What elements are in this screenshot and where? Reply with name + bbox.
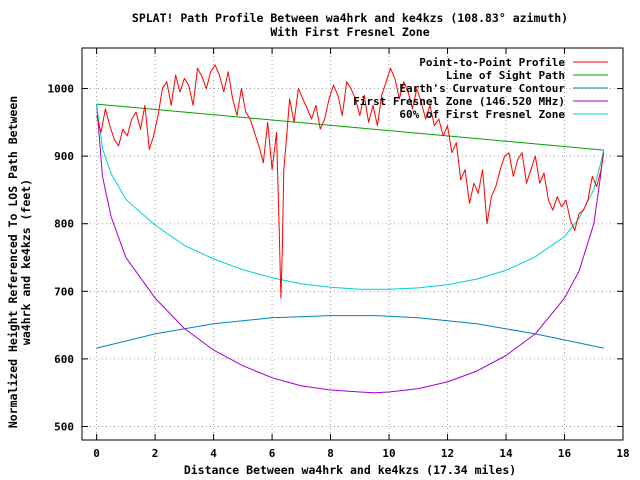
y-tick-label: 500: [54, 420, 74, 433]
legend-label-3: First Fresnel Zone (146.520 MHz): [353, 95, 565, 108]
series-line-3: [96, 104, 605, 394]
x-tick-label: 2: [152, 447, 159, 460]
chart-title: SPLAT! Path Profile Between wa4hrk and k…: [132, 11, 568, 25]
y-tick-label: 700: [54, 285, 74, 298]
series-line-1: [96, 103, 604, 151]
x-tick-label: 6: [269, 447, 276, 460]
y-axis-label-line2: wa4hrk and ke4kzs (feet): [19, 179, 33, 345]
series-line-0: [96, 64, 605, 299]
x-tick-label: 14: [499, 447, 513, 460]
y-tick-label: 800: [54, 218, 74, 231]
series-layer: [96, 64, 605, 394]
series-line-4: [96, 104, 605, 290]
plot-frame: [81, 47, 624, 441]
x-tick-label: 8: [327, 447, 334, 460]
legend-label-1: Line of Sight Path: [446, 69, 565, 82]
series-line-2: [96, 315, 604, 349]
y-tick-label: 1000: [48, 83, 75, 96]
x-tick-label: 10: [382, 447, 395, 460]
y-axis-label-line1: Normalized Height Referenced To LOS Path…: [6, 96, 20, 428]
x-axis-label: Distance Between wa4hrk and ke4kzs (17.3…: [184, 463, 516, 477]
legend-label-4: 60% of First Fresnel Zone: [399, 108, 565, 121]
y-tick-label: 900: [54, 150, 74, 163]
legend-label-0: Point-to-Point Profile: [419, 56, 565, 69]
legend-label-2: Earth's Curvature Contour: [399, 82, 565, 95]
x-tick-label: 12: [441, 447, 454, 460]
plot-border: [81, 47, 624, 441]
x-tick-label: 0: [93, 447, 100, 460]
x-tick-label: 16: [558, 447, 572, 460]
y-tick-label: 600: [54, 353, 74, 366]
x-tick-label: 4: [210, 447, 217, 460]
axis-ticks: 0 2 4 6 8 10 12 14 16 18 500 600 700 800 900 1000: [48, 48, 630, 460]
chart-subtitle: With First Fresnel Zone: [270, 25, 429, 39]
x-tick-label: 18: [616, 447, 629, 460]
